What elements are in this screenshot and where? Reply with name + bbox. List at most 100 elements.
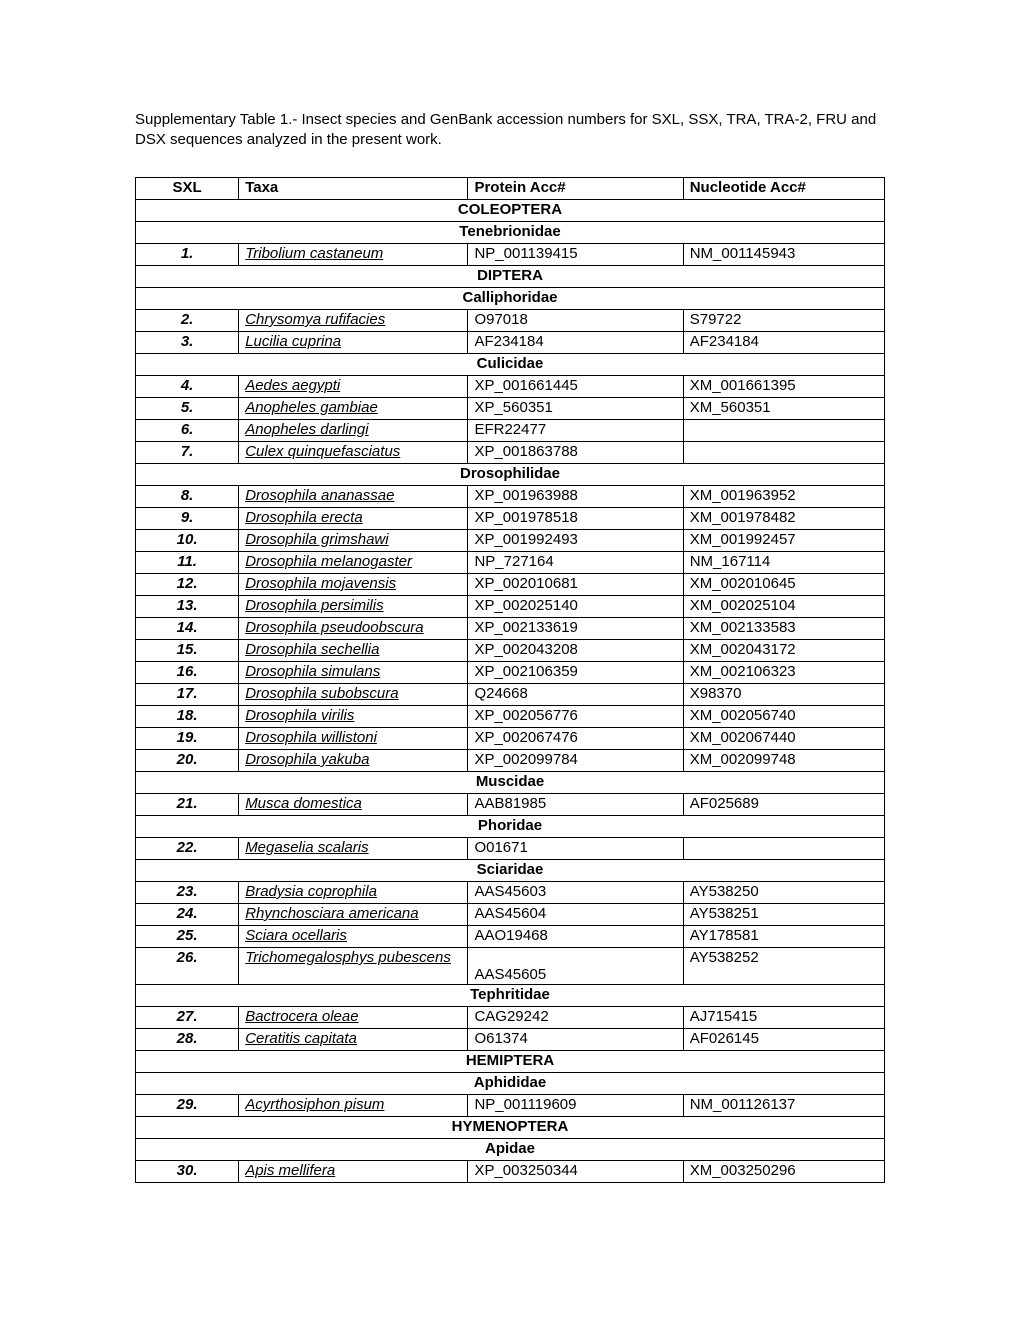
protein-accession: XP_002043208: [468, 640, 683, 662]
nucleotide-accession: AF026145: [683, 1029, 884, 1051]
taxa-name: Drosophila mojavensis: [239, 574, 468, 596]
family-row: Tephritidae: [136, 985, 885, 1007]
nucleotide-accession: AY538252: [683, 948, 884, 985]
taxa-name: Aedes aegypti: [239, 376, 468, 398]
protein-accession: NP_001119609: [468, 1095, 683, 1117]
family-row: Aphididae: [136, 1073, 885, 1095]
taxa-name: Apis mellifera: [239, 1161, 468, 1183]
table-row: 21.Musca domesticaAAB81985AF025689: [136, 794, 885, 816]
row-number: 28.: [136, 1029, 239, 1051]
nucleotide-accession: XM_001992457: [683, 530, 884, 552]
header-nucleotide: Nucleotide Acc#: [683, 178, 884, 200]
protein-accession: XP_003250344: [468, 1161, 683, 1183]
family-label: Tephritidae: [136, 985, 885, 1007]
family-label: Tenebrionidae: [136, 222, 885, 244]
table-row: 29.Acyrthosiphon pisumNP_001119609NM_001…: [136, 1095, 885, 1117]
protein-accession: XP_001992493: [468, 530, 683, 552]
nucleotide-accession: [683, 420, 884, 442]
table-row: 19.Drosophila willistoniXP_002067476XM_0…: [136, 728, 885, 750]
family-label: Apidae: [136, 1139, 885, 1161]
nucleotide-accession: AF234184: [683, 332, 884, 354]
family-row: Tenebrionidae: [136, 222, 885, 244]
row-number: 26.: [136, 948, 239, 985]
row-number: 29.: [136, 1095, 239, 1117]
table-row: 28.Ceratitis capitataO61374AF026145: [136, 1029, 885, 1051]
nucleotide-accession: AF025689: [683, 794, 884, 816]
nucleotide-accession: XM_002043172: [683, 640, 884, 662]
table-row: 8.Drosophila ananassaeXP_001963988XM_001…: [136, 486, 885, 508]
row-number: 11.: [136, 552, 239, 574]
taxa-name: Drosophila sechellia: [239, 640, 468, 662]
table-row: 13.Drosophila persimilisXP_002025140XM_0…: [136, 596, 885, 618]
protein-accession: AAS45605: [468, 948, 683, 985]
taxa-name: Tribolium castaneum: [239, 244, 468, 266]
row-number: 30.: [136, 1161, 239, 1183]
order-label: DIPTERA: [136, 266, 885, 288]
table-row: 16.Drosophila simulansXP_002106359XM_002…: [136, 662, 885, 684]
table-row: 1.Tribolium castaneumNP_001139415NM_0011…: [136, 244, 885, 266]
protein-accession: XP_001963988: [468, 486, 683, 508]
family-label: Muscidae: [136, 772, 885, 794]
taxa-name: Lucilia cuprina: [239, 332, 468, 354]
protein-accession: O97018: [468, 310, 683, 332]
nucleotide-accession: S79722: [683, 310, 884, 332]
protein-accession: EFR22477: [468, 420, 683, 442]
nucleotide-accession: XM_002025104: [683, 596, 884, 618]
table-row: 23.Bradysia coprophilaAAS45603AY538250: [136, 882, 885, 904]
protein-accession: XP_560351: [468, 398, 683, 420]
table-row: 20.Drosophila yakubaXP_002099784XM_00209…: [136, 750, 885, 772]
row-number: 3.: [136, 332, 239, 354]
nucleotide-accession: AJ715415: [683, 1007, 884, 1029]
table-row: 18.Drosophila virilisXP_002056776XM_0020…: [136, 706, 885, 728]
nucleotide-accession: NM_001126137: [683, 1095, 884, 1117]
taxa-name: Drosophila melanogaster: [239, 552, 468, 574]
taxa-name: Anopheles darlingi: [239, 420, 468, 442]
header-protein: Protein Acc#: [468, 178, 683, 200]
row-number: 10.: [136, 530, 239, 552]
table-row: 22.Megaselia scalarisO01671: [136, 838, 885, 860]
order-row: HYMENOPTERA: [136, 1117, 885, 1139]
order-row: COLEOPTERA: [136, 200, 885, 222]
taxa-name: Megaselia scalaris: [239, 838, 468, 860]
taxa-name: Anopheles gambiae: [239, 398, 468, 420]
taxa-name: Drosophila ananassae: [239, 486, 468, 508]
row-number: 25.: [136, 926, 239, 948]
row-number: 19.: [136, 728, 239, 750]
table-row: 25.Sciara ocellarisAAO19468AY178581: [136, 926, 885, 948]
table-row: 12.Drosophila mojavensisXP_002010681XM_0…: [136, 574, 885, 596]
nucleotide-accession: [683, 838, 884, 860]
protein-accession: XP_002099784: [468, 750, 683, 772]
table-row: 6.Anopheles darlingiEFR22477: [136, 420, 885, 442]
taxa-name: Drosophila simulans: [239, 662, 468, 684]
row-number: 2.: [136, 310, 239, 332]
protein-accession: XP_001978518: [468, 508, 683, 530]
family-row: Phoridae: [136, 816, 885, 838]
taxa-name: Bradysia coprophila: [239, 882, 468, 904]
protein-accession: XP_002056776: [468, 706, 683, 728]
taxa-name: Sciara ocellaris: [239, 926, 468, 948]
row-number: 1.: [136, 244, 239, 266]
protein-accession: Q24668: [468, 684, 683, 706]
taxa-name: Acyrthosiphon pisum: [239, 1095, 468, 1117]
nucleotide-accession: XM_002106323: [683, 662, 884, 684]
nucleotide-accession: AY178581: [683, 926, 884, 948]
table-row: 9.Drosophila erectaXP_001978518XM_001978…: [136, 508, 885, 530]
nucleotide-accession: XM_002133583: [683, 618, 884, 640]
family-row: Apidae: [136, 1139, 885, 1161]
taxa-name: Drosophila pseudoobscura: [239, 618, 468, 640]
protein-accession: XP_001863788: [468, 442, 683, 464]
taxa-name: Drosophila grimshawi: [239, 530, 468, 552]
table-row: 7.Culex quinquefasciatusXP_001863788: [136, 442, 885, 464]
row-number: 15.: [136, 640, 239, 662]
row-number: 9.: [136, 508, 239, 530]
protein-accession: AF234184: [468, 332, 683, 354]
protein-accession: AAO19468: [468, 926, 683, 948]
table-row: 11.Drosophila melanogasterNP_727164NM_16…: [136, 552, 885, 574]
family-label: Drosophilidae: [136, 464, 885, 486]
header-taxa: Taxa: [239, 178, 468, 200]
family-label: Aphididae: [136, 1073, 885, 1095]
nucleotide-accession: XM_001963952: [683, 486, 884, 508]
table-row: 15.Drosophila sechelliaXP_002043208XM_00…: [136, 640, 885, 662]
row-number: 13.: [136, 596, 239, 618]
table-row: 10.Drosophila grimshawiXP_001992493XM_00…: [136, 530, 885, 552]
